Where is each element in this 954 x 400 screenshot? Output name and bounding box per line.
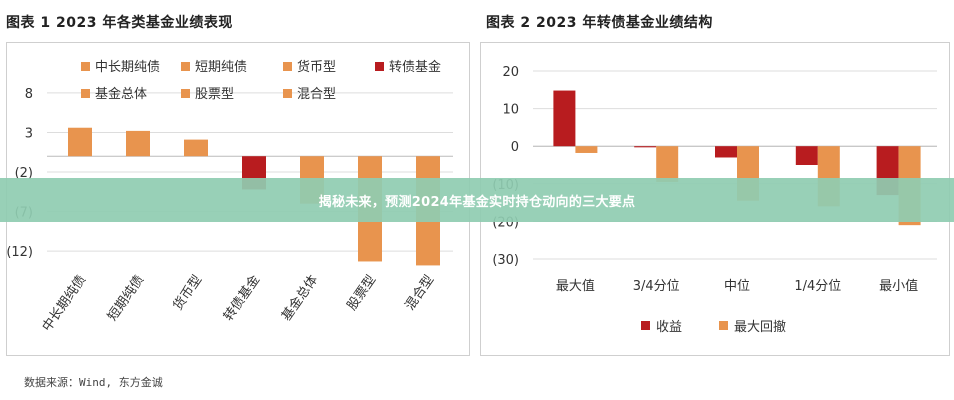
chart1-legend-label: 短期纯债: [195, 60, 247, 75]
chart1-x-label: 中长期纯债: [40, 273, 90, 335]
chart2-y-tick: 0: [511, 140, 519, 155]
chart1-legend-swatch: [81, 89, 90, 98]
chart1-y-tick: (12): [7, 245, 33, 260]
chart1-bar: [126, 130, 150, 157]
chart2-bar-drawdown: [656, 146, 679, 182]
chart1-legend-swatch: [283, 62, 292, 71]
chart1-legend-swatch: [181, 62, 190, 71]
chart1-legend-label: 中长期纯债: [95, 60, 160, 75]
chart1-x-label: 股票型: [345, 273, 380, 314]
chart1-x-label: 货币型: [170, 272, 205, 313]
chart1-legend-swatch: [81, 62, 90, 71]
banner-text: 揭秘未来，预测2024年基金实时持仓动向的三大要点: [318, 194, 636, 210]
overlay-banner: 揭秘未来，预测2024年基金实时持仓动向的三大要点: [0, 178, 954, 222]
chart1-legend-label: 货币型: [297, 59, 336, 75]
chart1-title: 图表 1 2023 年各类基金业绩表现: [6, 15, 233, 31]
chart2-bar-return: [634, 146, 657, 148]
source-note: 数据来源：Wind, 东方金诚: [24, 376, 163, 389]
chart1-svg: 83(2)(7)(12)中长期纯债短期纯债货币型转债基金基金总体股票型混合型中长…: [7, 59, 453, 335]
chart2-title: 图表 2 2023 年转债基金业绩结构: [486, 15, 713, 31]
chart2-x-label: 3/4分位: [633, 279, 680, 294]
chart1-bar: [68, 127, 92, 157]
chart2-legend-swatch: [641, 321, 650, 330]
chart1-legend-swatch: [375, 62, 384, 71]
chart2-legend-label: 最大回撤: [734, 319, 786, 335]
chart2-bar-return: [795, 146, 818, 165]
chart1-legend-label: 基金总体: [95, 86, 147, 102]
chart1-x-label: 基金总体: [278, 272, 321, 324]
chart2-x-label: 中位: [724, 279, 750, 294]
chart2-bar-drawdown: [575, 146, 598, 153]
chart2-x-label: 1/4分位: [794, 279, 841, 294]
chart1-legend-label: 混合型: [297, 87, 336, 102]
chart1-x-label: 混合型: [403, 273, 438, 314]
chart2-bar-return: [553, 90, 576, 147]
chart1-y-tick: 8: [25, 87, 33, 102]
chart1-legend-label: 股票型: [195, 87, 234, 102]
chart1-y-tick: (2): [15, 166, 33, 181]
chart1-legend-swatch: [181, 89, 190, 98]
chart2-bar-return: [715, 146, 737, 158]
chart2-y-tick: 10: [502, 103, 519, 118]
chart1-x-label: 转债基金: [220, 272, 263, 324]
chart1-x-label: 短期纯债: [105, 273, 147, 324]
chart2-legend-label: 收益: [656, 320, 682, 335]
chart2-x-label: 最小值: [879, 278, 918, 294]
chart2-legend-swatch: [719, 321, 728, 330]
chart2-x-label: 最大值: [556, 278, 595, 294]
chart1-legend-label: 转债基金: [389, 59, 441, 75]
chart1-legend-swatch: [283, 89, 292, 98]
chart1-bar: [184, 139, 208, 157]
chart2-y-tick: 20: [502, 65, 519, 80]
chart1-y-tick: 3: [25, 126, 33, 141]
chart2-y-tick: (30): [492, 253, 519, 268]
